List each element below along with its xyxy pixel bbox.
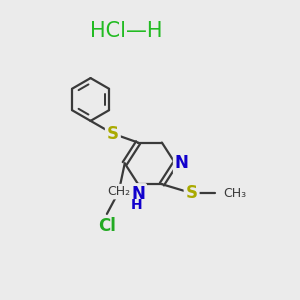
Text: N: N — [175, 154, 189, 172]
Text: CH₃: CH₃ — [223, 187, 246, 200]
Text: S: S — [186, 184, 198, 202]
Text: S: S — [107, 125, 119, 143]
Text: H: H — [131, 198, 142, 212]
Text: N: N — [131, 185, 145, 203]
Text: Cl: Cl — [98, 217, 116, 235]
Text: CH₂: CH₂ — [107, 185, 130, 198]
Text: HCl—H: HCl—H — [90, 21, 163, 41]
